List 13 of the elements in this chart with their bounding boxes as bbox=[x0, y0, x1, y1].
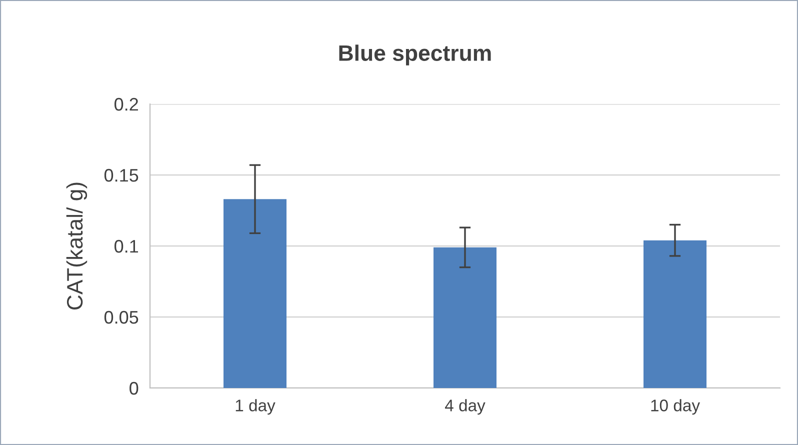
bar bbox=[224, 199, 286, 388]
y-tick-label: 0 bbox=[130, 382, 138, 395]
bar bbox=[644, 240, 706, 388]
bar bbox=[434, 247, 496, 388]
y-tick-label: 0.05 bbox=[104, 310, 138, 324]
x-tick-label: 1 day bbox=[236, 399, 276, 415]
y-axis-title: CAT(katal/ g) bbox=[66, 182, 88, 310]
y-tick-label: 0.1 bbox=[114, 240, 138, 253]
x-tick-label: 10 day bbox=[651, 399, 700, 415]
y-tick-label: 0.2 bbox=[114, 98, 138, 111]
x-tick-label: 4 day bbox=[445, 399, 486, 415]
chart-title: Blue spectrum bbox=[339, 44, 491, 66]
y-tick-label: 0.15 bbox=[104, 168, 138, 182]
